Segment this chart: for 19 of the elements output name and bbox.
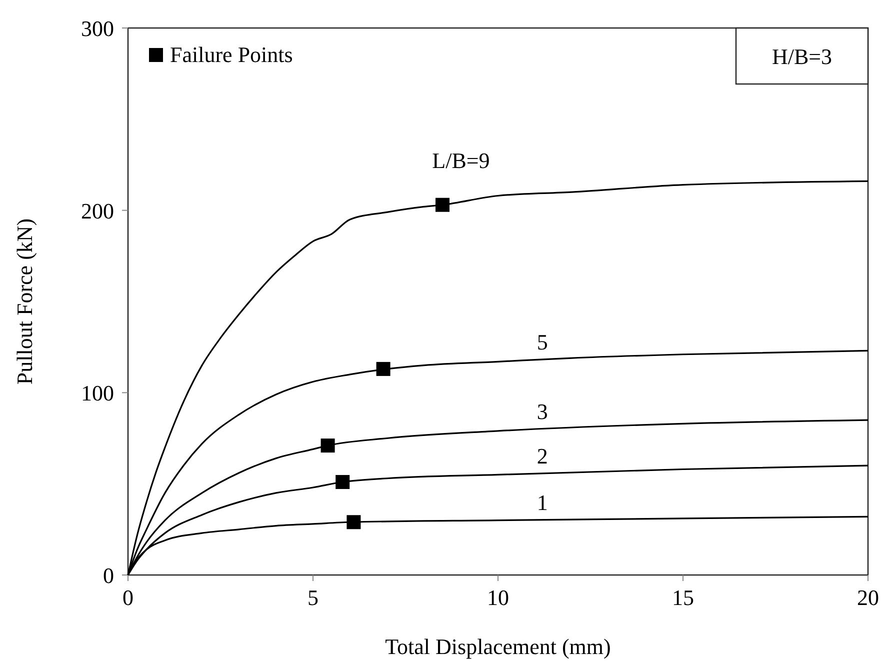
series-label: 1 bbox=[536, 490, 548, 515]
series-label: L/B=9 bbox=[432, 148, 490, 173]
y-tick-label: 200 bbox=[81, 198, 114, 224]
series-label: 5 bbox=[536, 329, 548, 354]
y-tick-label: 100 bbox=[81, 380, 114, 406]
series-label: 3 bbox=[536, 399, 548, 424]
x-tick-label: 0 bbox=[122, 585, 134, 610]
x-tick-label: 20 bbox=[857, 585, 879, 610]
y-tick-label: 0 bbox=[103, 563, 114, 588]
x-tick-label: 10 bbox=[487, 585, 509, 610]
series-label: 2 bbox=[536, 443, 548, 468]
legend-label: Failure Points bbox=[170, 42, 293, 67]
x-axis-title: Total Displacement (mm) bbox=[385, 634, 611, 659]
x-tick-label: 15 bbox=[672, 585, 694, 610]
note-box: H/B=3 bbox=[735, 27, 869, 85]
x-tick-label: 5 bbox=[308, 585, 318, 610]
y-tick-label: 300 bbox=[81, 16, 114, 41]
y-axis-title: Pullout Force (kN) bbox=[12, 218, 37, 385]
annotation: H/B=3 bbox=[772, 44, 832, 69]
